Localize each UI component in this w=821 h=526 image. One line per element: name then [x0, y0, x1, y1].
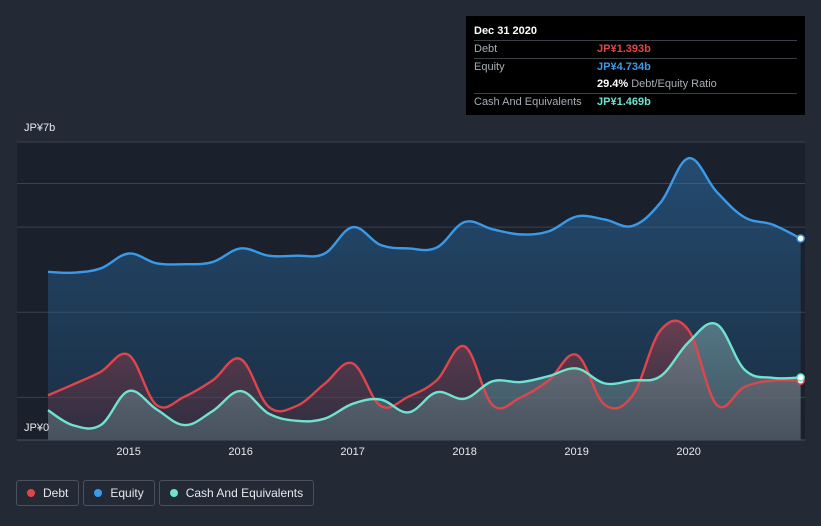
y-axis-label-max: JP¥7b: [24, 122, 56, 134]
tooltip-debt-label: Debt: [474, 43, 498, 55]
x-tick-label-2017: 2017: [340, 446, 365, 458]
tooltip-cash-value: JP¥1.469b: [597, 96, 651, 108]
tooltip-row-ratio: 29.4% Debt/Equity Ratio: [474, 76, 797, 93]
x-tick-label-2015: 2015: [116, 446, 141, 458]
cash-dot-icon: [169, 489, 178, 497]
legend-item-equity[interactable]: Equity: [83, 480, 155, 506]
tooltip-row-cash: Cash And Equivalents JP¥1.469b: [474, 93, 797, 111]
data-tooltip: Dec 31 2020 Debt JP¥1.393b Equity JP¥4.7…: [466, 16, 805, 115]
x-tick-label-2019: 2019: [564, 446, 589, 458]
debt-line: [47, 319, 801, 413]
cash-line: [47, 321, 801, 430]
legend-cash-label: Cash And Equivalents: [185, 486, 304, 500]
legend-equity-label: Equity: [110, 486, 144, 500]
equity-dot-icon: [94, 489, 103, 497]
tooltip-row-equity: Equity JP¥4.734b: [474, 58, 797, 76]
end-markers: [796, 234, 805, 385]
debt-dot-icon: [27, 489, 35, 497]
legend-item-cash[interactable]: Cash And Equivalents: [158, 480, 315, 506]
equity-end-marker: [796, 234, 805, 243]
series-lines: [47, 156, 802, 430]
tooltip-equity-label: Equity: [474, 61, 505, 73]
cash-area: [48, 323, 801, 440]
chart-legend: Debt Equity Cash And Equivalents: [16, 480, 315, 506]
tooltip-ratio-value: 29.4%: [597, 78, 629, 90]
tooltip-equity-value: JP¥4.734b: [597, 61, 651, 73]
legend-debt-label: Debt: [43, 486, 69, 500]
y-axis-label-min: JP¥0: [24, 422, 50, 434]
equity-line: [47, 156, 802, 275]
legend-item-debt[interactable]: Debt: [16, 480, 80, 506]
tooltip-date: Dec 31 2020: [474, 25, 537, 37]
cash-end-marker: [796, 373, 805, 382]
x-tick-label-2016: 2016: [228, 446, 253, 458]
tooltip-row-debt: Debt JP¥1.393b: [474, 40, 797, 58]
tooltip-cash-label: Cash And Equivalents: [474, 96, 582, 108]
x-tick-label-2020: 2020: [676, 446, 701, 458]
tooltip-ratio-text: Debt/Equity Ratio: [631, 78, 717, 90]
x-tick-label-2018: 2018: [452, 446, 477, 458]
tooltip-debt-value: JP¥1.393b: [597, 43, 651, 55]
series-areas: [48, 158, 801, 440]
